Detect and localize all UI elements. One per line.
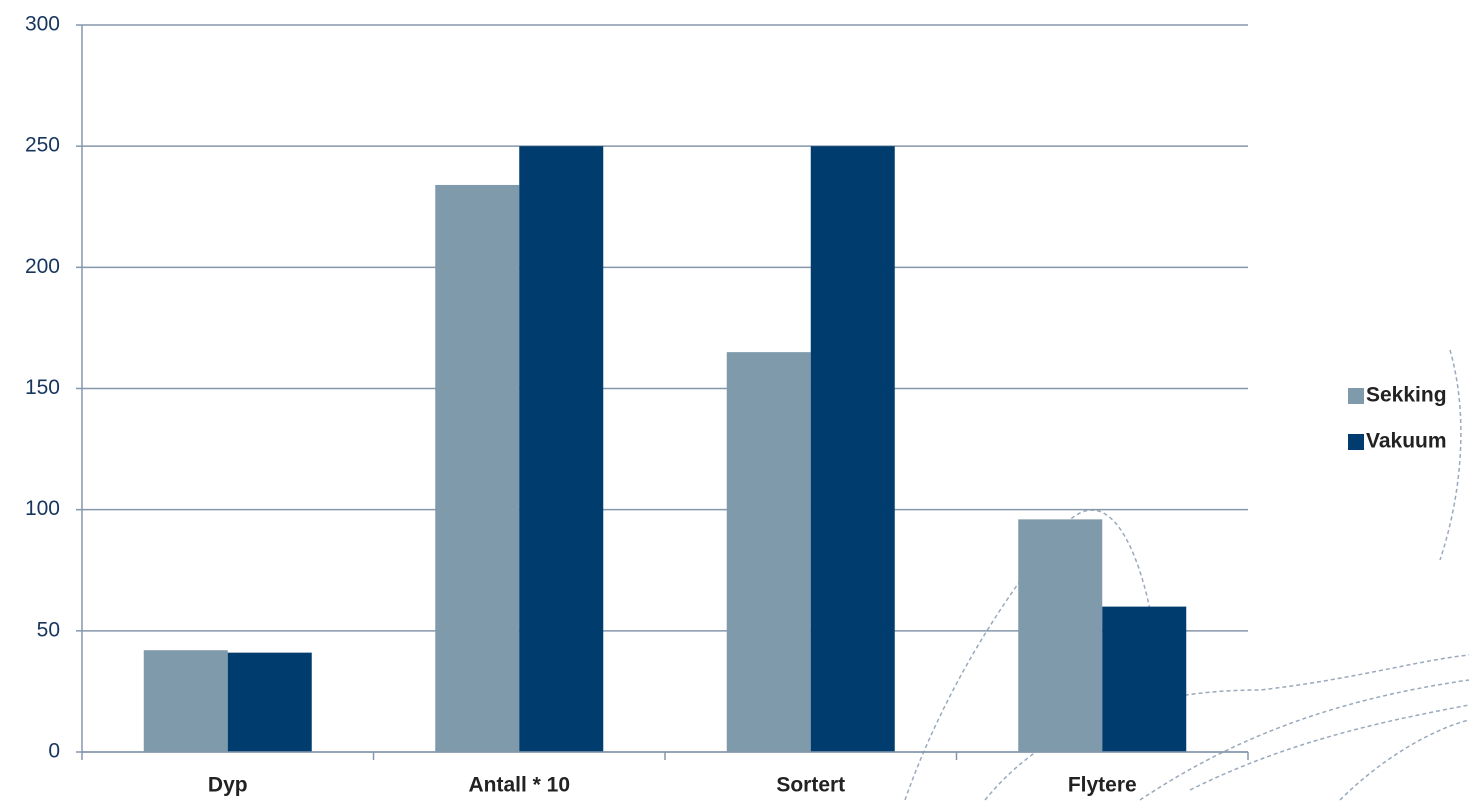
legend-label: Vakuum [1366, 430, 1447, 453]
bar [143, 650, 228, 752]
legend-swatch [1348, 388, 1364, 404]
bar [726, 352, 811, 752]
bar [1102, 606, 1187, 752]
y-tick-label: 150 [25, 376, 60, 399]
legend-label: Sekking [1366, 384, 1447, 407]
bar [227, 652, 312, 752]
decoration [904, 349, 1469, 801]
y-tick-label: 100 [25, 497, 60, 520]
bar [519, 146, 604, 752]
x-tick-label: Flytere [1068, 774, 1137, 797]
y-tick-label: 250 [25, 134, 60, 157]
y-tick-label: 200 [25, 255, 60, 278]
legend-swatch [1348, 434, 1364, 450]
y-tick-label: 300 [25, 13, 60, 36]
bar [435, 184, 520, 752]
y-tick-label: 50 [37, 618, 60, 641]
bar [810, 146, 895, 752]
x-tick-label: Dyp [208, 774, 248, 797]
x-tick-label: Sortert [776, 774, 845, 797]
y-tick-label: 0 [48, 740, 60, 763]
bar [1018, 519, 1103, 752]
x-tick-label: Antall * 10 [468, 774, 570, 797]
